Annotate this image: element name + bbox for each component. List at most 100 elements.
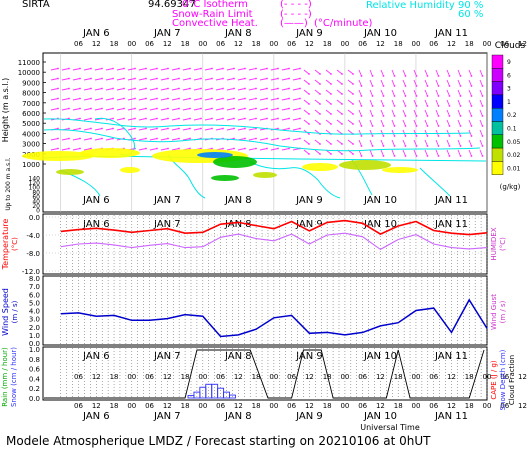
wind-arrow [391,89,395,97]
wind-arrow [72,128,81,131]
wind-arrow [281,78,290,81]
wind-arrow [72,108,81,111]
wind-arrow [479,129,483,137]
wind-arrow-head [319,113,321,115]
wind-arrow-head [244,107,246,110]
wind-arrow-head [255,107,257,110]
p4-ylabel-snowdepth: Snow Depth (cm) [499,349,507,410]
wind-arrow [160,68,169,71]
wind-arrow-head [393,145,396,147]
wind-arrow-head [101,67,103,70]
wind-arrow-head [156,127,158,130]
wind-arrow [61,98,70,101]
wind-arrow-head [360,85,363,87]
colorbar-level-8: 0.01 [507,165,521,172]
wind-arrow-head [426,115,429,117]
wind-arrow-head [277,67,279,70]
wind-arrow-head [123,107,125,110]
wind-arrow [325,79,332,85]
wind-arrow [127,78,136,81]
wind-arrow-head [382,135,385,137]
p1-ytick-low-7: 0 [36,208,40,215]
p3-ytick-4: 4.0 [29,308,40,316]
p4-hour-label-6: 18 [181,373,190,381]
p2-day-label-2: JAN 8 [224,219,252,230]
p2-ytick-1: -4.0 [26,232,40,240]
wind-arrow-head [459,155,462,157]
top-hour-label-25: 12 [518,40,527,48]
wind-arrow-head [360,135,363,137]
colorbar-swatch-3 [491,94,504,109]
wind-arrow [479,69,483,77]
wind-arrow [182,118,191,121]
wind-arrow [72,138,81,141]
wind-arrow-head [404,155,407,157]
wind-arrow-head [426,105,429,107]
wind-arrow [105,78,114,81]
wind-arrow-head [222,67,224,70]
wind-arrow-head [341,93,343,95]
wind-arrow [380,149,384,157]
wind-arrow-head [178,67,180,70]
wind-arrow [292,78,301,81]
wind-arrow [50,138,59,141]
wind-arrow-head [178,147,180,150]
wind-arrow [149,148,158,151]
wind-arrow [160,128,169,131]
p2-day-label-5: JAN 11 [434,219,468,230]
wind-arrow-head [134,117,136,120]
wind-arrow [171,68,180,71]
wind-arrow-head [481,125,484,127]
wind-arrow-head [244,87,246,90]
wind-arrow [325,139,332,145]
wind-arrow [149,128,158,131]
wind-arrow-head [277,107,279,110]
wind-arrow-head [145,127,147,130]
wind-arrow-head [90,127,92,130]
wind-arrow-head [266,97,268,100]
wind-arrow-head [156,137,158,140]
p3-ytick-2: 6.0 [29,291,40,299]
wind-arrow [105,108,114,111]
wind-arrow [160,148,169,151]
wind-arrow-head [319,143,321,145]
wind-arrow-head [437,95,440,97]
wind-arrow-head [470,95,473,97]
wind-arrow [215,78,224,81]
wind-arrow-head [360,145,363,147]
p4-day-label-0: JAN 6 [82,351,110,362]
wind-arrow-head [404,85,407,87]
wind-arrow-head [244,147,246,150]
bottom-hour-label-5: 12 [163,402,172,410]
bottom-hour-label-24: 06 [500,402,509,410]
wind-arrow-head [308,153,310,155]
wind-arrow-head [79,77,81,80]
wind-arrow [358,79,362,87]
wind-arrow-head [266,137,268,140]
wind-arrow-head [167,97,169,100]
wind-arrow-head [470,155,473,157]
wind-arrow-head [371,105,374,107]
wind-arrow [182,128,191,131]
top-hour-label-17: 12 [376,40,385,48]
wind-arrow-head [288,67,290,70]
wind-arrow-head [415,125,418,127]
wind-arrow-head [57,77,59,80]
wind-arrow [314,149,321,155]
wind-arrow [50,148,59,151]
wind-arrow [237,128,246,131]
wind-arrow [281,118,290,121]
p4-hour-label-23: 00 [483,373,492,381]
top-hour-label-5: 12 [163,40,172,48]
p4-day-label-4: JAN 10 [363,351,397,362]
wind-arrow-head [371,75,374,77]
cloud-blob [120,167,140,173]
wind-arrow-head [319,153,321,155]
wind-arrow [193,88,202,91]
wind-arrow [457,119,461,127]
colorbar-level-1: 6 [507,72,511,79]
colorbar-swatch-1 [491,68,504,82]
p1-ytick-low-3: 80 [32,189,40,196]
wind-arrow-head [57,147,59,150]
p2-day-label-1: JAN 7 [153,219,181,230]
